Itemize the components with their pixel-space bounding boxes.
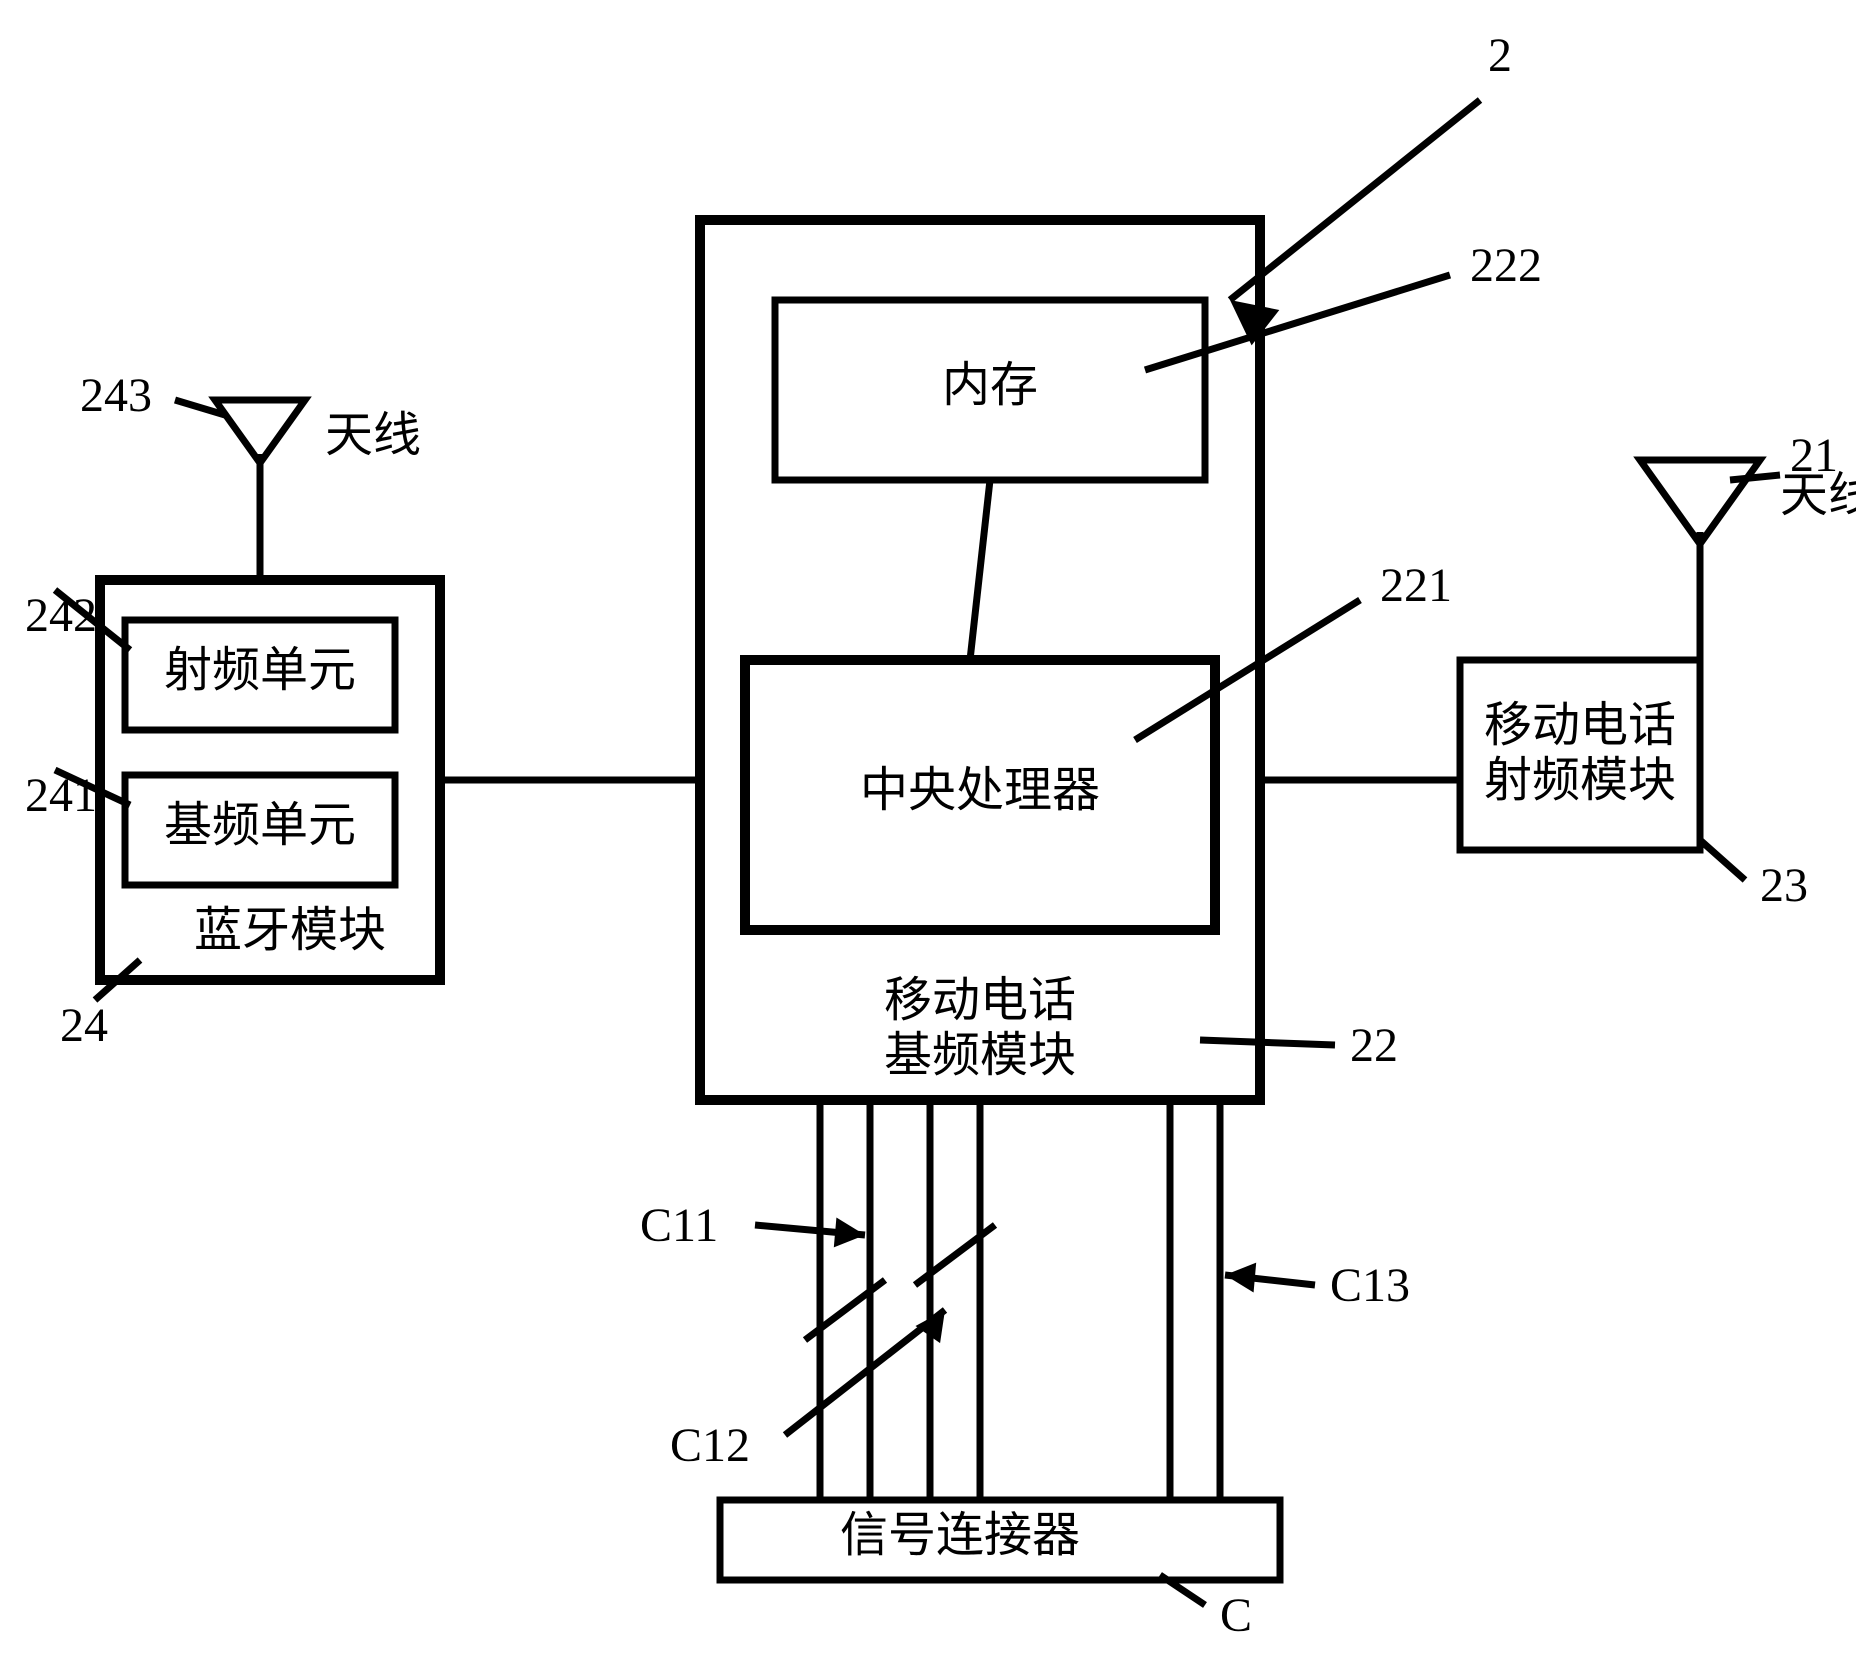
bt-rf-label: 射频单元 xyxy=(164,644,356,697)
bt-bb-label: 基频单元 xyxy=(164,799,356,852)
ref-22: 22 xyxy=(1350,1019,1398,1072)
ref-C11: C11 xyxy=(640,1199,718,1252)
ref-243: 243 xyxy=(80,369,152,422)
rf-label-2: 射频模块 xyxy=(1484,754,1676,807)
ref-24: 24 xyxy=(60,999,108,1052)
ref-241: 241 xyxy=(25,769,97,822)
ref-222: 222 xyxy=(1470,239,1542,292)
bt-antenna-icon xyxy=(215,400,305,463)
cpu-label: 中央处理器 xyxy=(860,764,1100,817)
ref-C: C xyxy=(1220,1589,1252,1642)
bt-antenna-label: 天线 xyxy=(325,409,421,462)
baseband-label-1: 移动电话 xyxy=(884,974,1076,1027)
main-antenna-icon xyxy=(1640,460,1760,544)
ref-2: 2 xyxy=(1488,29,1512,82)
ref-C13: C13 xyxy=(1330,1259,1410,1312)
ref-C12: C12 xyxy=(670,1419,750,1472)
baseband-label-2: 基频模块 xyxy=(884,1029,1076,1082)
bluetooth-label: 蓝牙模块 xyxy=(194,904,386,957)
ref-21: 21 xyxy=(1790,429,1838,482)
ref-221: 221 xyxy=(1380,559,1452,612)
connector-label: 信号连接器 xyxy=(840,1509,1080,1562)
ref-23: 23 xyxy=(1760,859,1808,912)
memory-label: 内存 xyxy=(942,359,1038,412)
rf-label-1: 移动电话 xyxy=(1484,699,1676,752)
